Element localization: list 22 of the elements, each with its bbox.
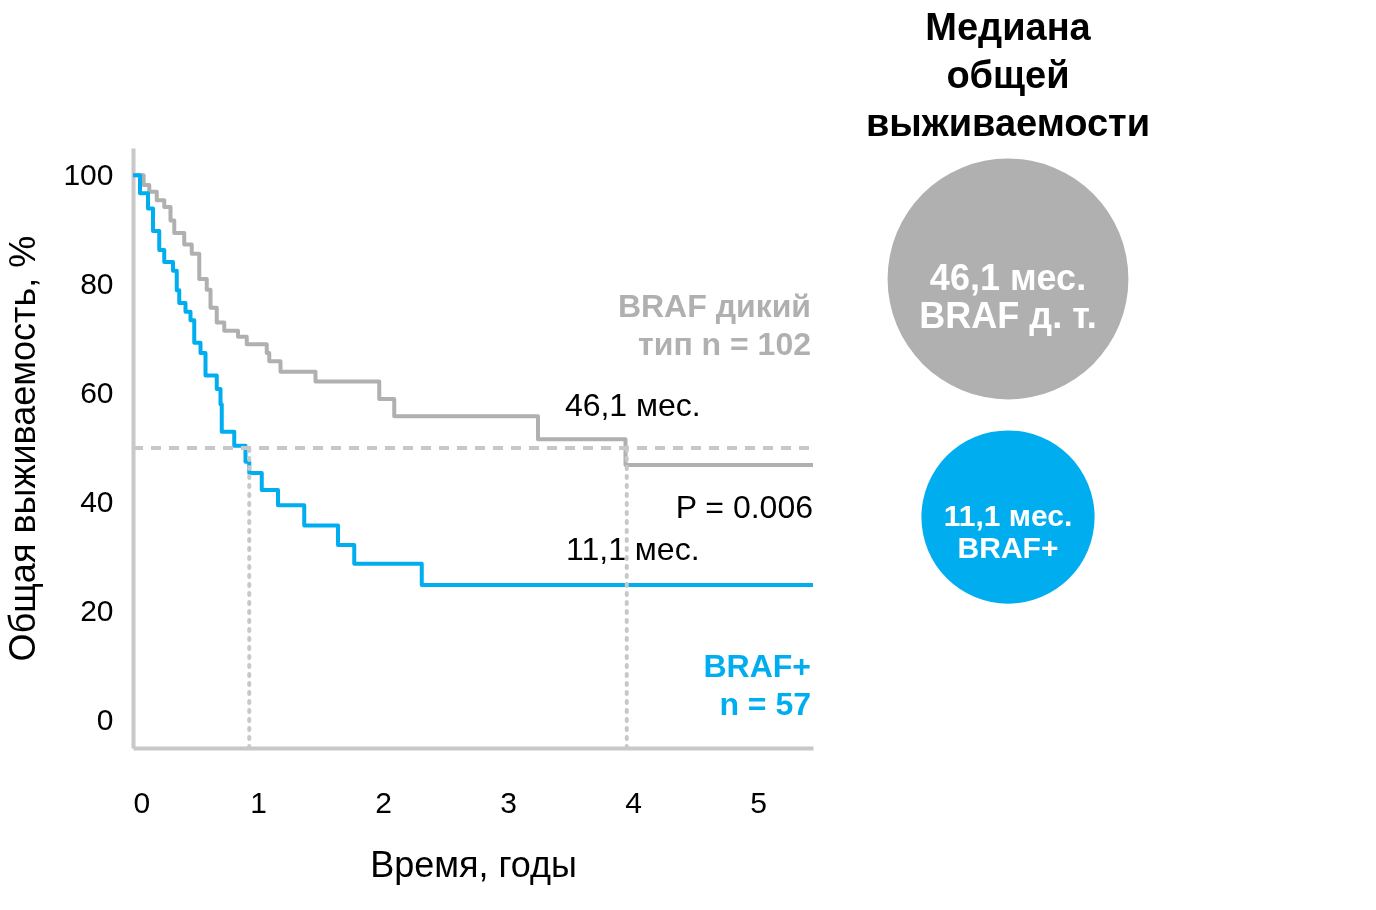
y-axis-title: Общая выживаемость, % xyxy=(2,235,44,662)
x-axis-title: Время, годы xyxy=(370,843,577,885)
y-tick-label: 60 xyxy=(80,375,114,409)
x-tick-label: 5 xyxy=(750,785,767,819)
text: 46,1 мес. BRAF д. т. xyxy=(919,256,1097,336)
y-tick-label: 0 xyxy=(96,703,114,737)
x-tick-label: 3 xyxy=(500,785,517,819)
text: 11,1 мес. BRAF+ xyxy=(943,499,1073,565)
x-tick-label: 1 xyxy=(250,785,267,819)
y-tick-label: 40 xyxy=(80,485,114,519)
y-tick-label: 80 xyxy=(80,266,114,300)
text: Медиана общей выживаемости xyxy=(865,6,1151,144)
annotation: 11,1 мес. xyxy=(566,531,700,567)
x-tick-label: 2 xyxy=(375,785,392,819)
y-tick-label: 100 xyxy=(63,157,114,191)
series-label: BRAF+ n = 57 xyxy=(703,647,811,722)
y-tick-label: 20 xyxy=(80,594,114,628)
x-tick-label: 0 xyxy=(133,785,151,819)
annotation: 46,1 мес. xyxy=(564,387,701,423)
annotation: P = 0.006 xyxy=(675,489,813,525)
text: BRAF дикий тип n = 102 xyxy=(617,287,811,362)
x-tick-label: 4 xyxy=(625,785,642,819)
